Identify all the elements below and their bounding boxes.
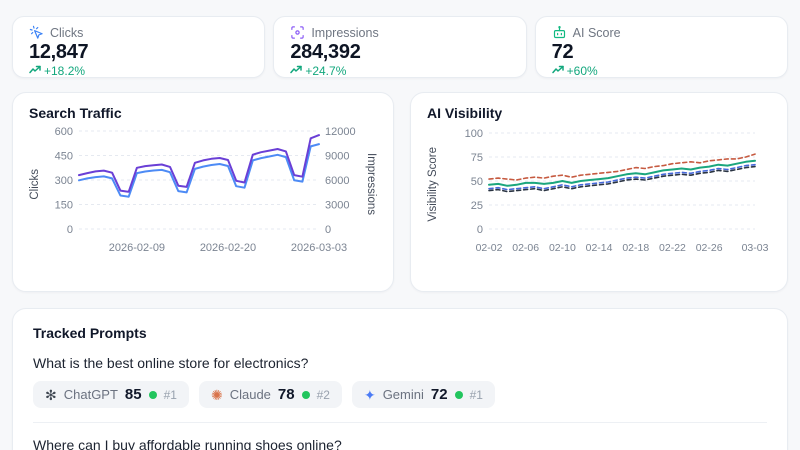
chatgpt-icon: ✻: [45, 386, 57, 403]
model-rank: #1: [469, 387, 483, 402]
stat-card-ai-score: AI Score 72 +60%: [534, 16, 788, 78]
svg-text:450: 450: [55, 151, 73, 163]
stat-value: 72: [551, 41, 574, 63]
search-traffic-chart[interactable]: 600 450 300 150 0 12000 9000 6000 3000 0 2026-02-0…: [45, 123, 361, 275]
charts-row: Search Traffic Clicks 600 450 300 150 0 12000…: [12, 92, 788, 292]
model-name: ChatGPT: [63, 387, 118, 402]
svg-text:02-02: 02-02: [476, 242, 503, 254]
tracked-prompts-card: Tracked Prompts What is the best online …: [12, 308, 788, 450]
ai-visibility-card: AI Visibility Visibility Score 100 75 50 25…: [410, 92, 788, 292]
claude-icon: ✺: [210, 386, 223, 403]
model-score: 85: [124, 386, 142, 403]
stat-label: Clicks: [50, 25, 84, 40]
model-score: 78: [277, 386, 295, 403]
model-badge-chatgpt: ✻ ChatGPT 85 #1: [33, 381, 189, 408]
svg-text:3000: 3000: [325, 200, 349, 212]
stat-card-impressions: Impressions 284,392 +24.7%: [273, 16, 527, 78]
model-score: 72: [430, 386, 448, 403]
stat-trend-text: +18.2%: [44, 64, 86, 78]
svg-text:50: 50: [471, 176, 483, 188]
status-dot: [454, 390, 463, 399]
divider: [33, 422, 767, 423]
ai-visibility-chart[interactable]: 100 75 50 25 0 02-02 02-06 02-10 02-14 02-18 02-22…: [443, 123, 769, 275]
svg-text:6000: 6000: [325, 175, 349, 187]
stat-value: 284,392: [290, 41, 361, 63]
click-icon: [29, 25, 44, 40]
left-axis-label: Clicks: [29, 168, 41, 200]
search-traffic-card: Search Traffic Clicks 600 450 300 150 0 12000…: [12, 92, 394, 292]
svg-text:02-14: 02-14: [586, 242, 613, 254]
stat-label: Impressions: [311, 25, 379, 40]
svg-text:02-22: 02-22: [659, 242, 686, 254]
svg-text:9000: 9000: [325, 151, 349, 163]
model-rank: #2: [316, 387, 330, 402]
svg-text:02-26: 02-26: [696, 242, 723, 254]
trending-up-icon: [551, 64, 564, 78]
svg-text:02-18: 02-18: [622, 242, 649, 254]
stat-label: AI Score: [572, 25, 621, 40]
stat-card-row: Clicks 12,847 +18.2% Impressions: [12, 16, 788, 78]
gemini-icon: ✦: [363, 386, 376, 403]
svg-text:75: 75: [471, 152, 483, 164]
status-dot: [301, 390, 310, 399]
right-axis-label: Impressions: [365, 153, 377, 215]
stat-trend-text: +60%: [566, 64, 598, 78]
y-axis-label: Visibility Score: [427, 146, 439, 222]
svg-text:2026-03-03: 2026-03-03: [291, 242, 347, 254]
svg-text:02-10: 02-10: [549, 242, 576, 254]
svg-text:12000: 12000: [325, 126, 356, 138]
model-badge-gemini: ✦ Gemini 72 #1: [351, 381, 495, 408]
scan-eye-icon: [290, 25, 305, 40]
model-badge-row: ✻ ChatGPT 85 #1 ✺ Claude 78 #2 ✦ Gemini …: [33, 381, 767, 408]
model-name: Gemini: [382, 387, 424, 402]
svg-text:600: 600: [55, 126, 73, 138]
svg-text:0: 0: [477, 224, 483, 236]
svg-text:100: 100: [465, 128, 483, 140]
svg-text:300: 300: [55, 175, 73, 187]
prompt-group: What is the best online store for electr…: [33, 355, 767, 408]
stat-value: 12,847: [29, 41, 89, 63]
svg-text:0: 0: [67, 224, 73, 236]
stat-trend-text: +24.7%: [305, 64, 347, 78]
stat-card-clicks: Clicks 12,847 +18.2%: [12, 16, 266, 78]
ai-visibility-title: AI Visibility: [427, 105, 503, 121]
status-dot: [148, 390, 157, 399]
svg-text:150: 150: [55, 200, 73, 212]
svg-text:02-06: 02-06: [512, 242, 539, 254]
tracked-prompts-title: Tracked Prompts: [33, 325, 147, 341]
model-badge-claude: ✺ Claude 78 #2: [198, 381, 342, 408]
svg-text:2026-02-20: 2026-02-20: [200, 242, 256, 254]
bot-icon: [552, 25, 567, 40]
svg-text:03-03: 03-03: [742, 242, 769, 254]
svg-text:2026-02-09: 2026-02-09: [109, 242, 165, 254]
prompt-group: Where can I buy affordable running shoes…: [33, 437, 767, 450]
prompt-question: Where can I buy affordable running shoes…: [33, 437, 342, 450]
trending-up-icon: [290, 64, 303, 78]
svg-text:0: 0: [325, 224, 331, 236]
model-name: Claude: [229, 387, 271, 402]
search-traffic-title: Search Traffic: [29, 105, 122, 121]
svg-text:25: 25: [471, 200, 483, 212]
model-rank: #1: [163, 387, 177, 402]
prompt-question: What is the best online store for electr…: [33, 355, 309, 371]
trending-up-icon: [29, 64, 41, 78]
